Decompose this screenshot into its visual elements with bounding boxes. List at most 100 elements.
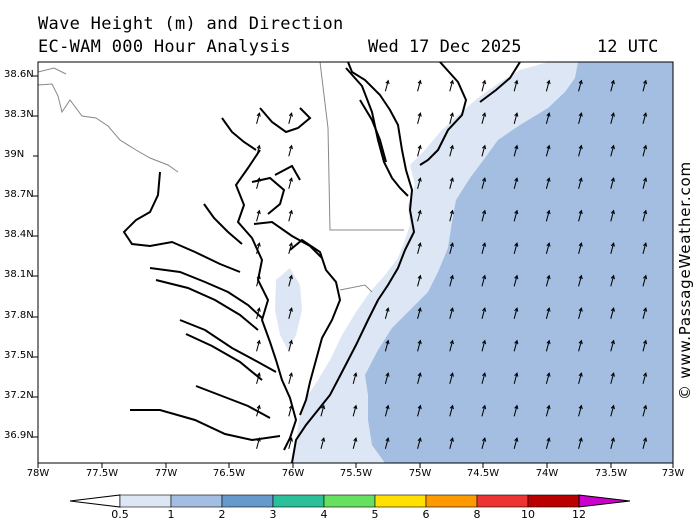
wave-direction-arrow-icon: [417, 112, 422, 124]
wave-direction-arrow-icon: [449, 177, 454, 189]
colorbar-max-triangle: [578, 494, 631, 508]
wave-direction-arrow-icon: [513, 307, 519, 319]
wave-direction-arrow-icon: [417, 307, 422, 319]
wave-direction-arrow-icon: [256, 209, 261, 222]
wave-direction-arrow-icon: [352, 437, 358, 449]
colorbar-label: 12: [572, 508, 586, 521]
wave-direction-arrow-icon: [545, 339, 551, 352]
wave-direction-arrow-icon: [449, 404, 454, 417]
wave-direction-arrow-icon: [288, 177, 293, 189]
wave-direction-arrow-icon: [610, 209, 615, 222]
wave-direction-arrow-icon: [513, 79, 519, 92]
wave-direction-arrow-icon: [545, 242, 551, 254]
colorbar-swatch: [272, 494, 325, 508]
colorbar-label: 4: [320, 508, 328, 521]
wave-direction-arrow-icon: [384, 404, 390, 417]
wave-direction-arrow-icon: [610, 274, 615, 287]
wave-direction-arrow-icon: [578, 307, 583, 319]
colorbar-label: 5: [371, 508, 379, 521]
wave-direction-arrow-icon: [288, 372, 293, 384]
wave-direction-arrow-icon: [481, 307, 487, 319]
wave-direction-arrow-icon: [417, 177, 422, 189]
lon-label: 76.5W: [212, 468, 246, 479]
wave-direction-arrow-icon: [610, 177, 615, 189]
wave-direction-arrow-icon: [288, 437, 293, 449]
lat-label: 38.6N: [4, 69, 34, 80]
wave-direction-arrow-icon: [545, 307, 551, 319]
wave-direction-arrow-icon: [449, 209, 454, 222]
wave-direction-arrow-icon: [256, 112, 261, 124]
wave-direction-arrow-icon: [545, 112, 551, 124]
wave-direction-arrow-icon: [449, 144, 454, 157]
wave-direction-arrow-icon: [417, 372, 422, 384]
colorbar-swatch: [527, 494, 580, 508]
lon-label: 77.5W: [85, 468, 119, 479]
wave-direction-arrow-icon: [384, 79, 390, 92]
colorbar-swatch: [119, 494, 172, 508]
lat-label: 37.5N: [4, 350, 34, 361]
colorbar-swatch: [425, 494, 478, 508]
wave-direction-arrow-icon: [642, 404, 648, 417]
wave-direction-arrow-icon: [288, 112, 293, 124]
colorbar-label: 6: [422, 508, 430, 521]
wave-direction-arrow-icon: [513, 372, 519, 384]
wave-direction-arrow-icon: [578, 144, 583, 157]
wave-direction-arrow-icon: [642, 372, 648, 384]
wave-direction-arrow-icon: [545, 144, 551, 157]
wave-direction-arrow-icon: [578, 274, 583, 287]
wave-direction-arrow-icon: [545, 209, 551, 222]
wave-direction-arrow-icon: [320, 404, 326, 417]
wave-direction-arrow-icon: [320, 437, 326, 449]
wave-direction-arrow-icon: [256, 372, 261, 384]
wave-direction-arrows: [256, 79, 648, 449]
wave-direction-arrow-icon: [384, 307, 390, 319]
wave-direction-arrow-icon: [288, 144, 293, 157]
wave-direction-arrow-icon: [449, 79, 454, 92]
wave-direction-arrow-icon: [545, 404, 551, 417]
lat-label: 38.4N: [4, 229, 34, 240]
colorbar-label: 3: [269, 508, 277, 521]
axis-ticks: [33, 75, 674, 468]
lat-label: 37.8N: [4, 310, 34, 321]
wave-direction-arrow-icon: [545, 177, 551, 189]
colorbar-label: 8: [473, 508, 481, 521]
wave-direction-arrow-icon: [578, 339, 583, 352]
lon-label: 73.5W: [594, 468, 628, 479]
wave-direction-arrow-icon: [288, 404, 293, 417]
wave-direction-arrow-icon: [513, 339, 519, 352]
wave-direction-arrow-icon: [256, 339, 261, 352]
colorbar-label: 0.5: [111, 508, 129, 521]
wave-direction-arrow-icon: [513, 112, 519, 124]
wave-direction-arrow-icon: [288, 307, 293, 319]
wave-direction-arrow-icon: [352, 404, 358, 417]
wave-direction-arrow-icon: [545, 79, 551, 92]
wave-direction-arrow-icon: [513, 242, 519, 254]
wave-direction-arrow-icon: [513, 177, 519, 189]
wave-direction-arrow-icon: [449, 307, 454, 319]
lon-label: 74W: [535, 468, 559, 479]
colorbar-swatch: [170, 494, 223, 508]
wave-direction-arrow-icon: [256, 437, 261, 449]
wave-direction-arrow-icon: [481, 404, 487, 417]
wave-direction-arrow-icon: [481, 144, 487, 157]
wave-direction-arrow-icon: [642, 144, 648, 157]
wave-direction-arrow-icon: [384, 372, 390, 384]
wave-direction-arrow-icon: [288, 209, 293, 222]
lon-label: 74.5W: [466, 468, 500, 479]
wave-direction-arrow-icon: [513, 404, 519, 417]
wave-direction-arrow-icon: [610, 79, 615, 92]
wave-direction-arrow-icon: [578, 79, 583, 92]
wave-direction-arrow-icon: [417, 404, 422, 417]
wave-zone-deep: [365, 62, 673, 463]
colorbar-swatch: [221, 494, 274, 508]
wave-direction-arrow-icon: [417, 339, 422, 352]
lon-label: 77W: [154, 468, 178, 479]
model-subtitle: EC-WAM 000 Hour Analysis: [38, 37, 291, 57]
wave-direction-arrow-icon: [288, 242, 293, 254]
colorbar-swatch: [476, 494, 529, 508]
wave-direction-arrow-icon: [384, 339, 390, 352]
wave-direction-arrow-icon: [481, 274, 487, 287]
lat-label: 39N: [4, 149, 25, 160]
wave-direction-arrow-icon: [545, 372, 551, 384]
